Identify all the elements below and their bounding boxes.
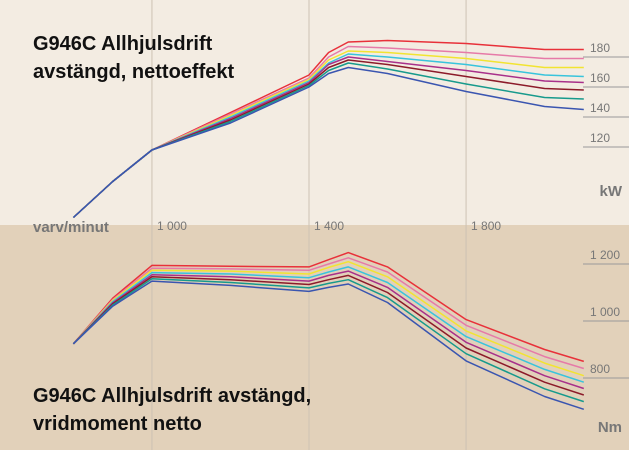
chart-title: G946C Allhjulsdrift <box>33 33 213 55</box>
data-line <box>72 260 585 377</box>
y-tick-label: 120 <box>590 131 610 145</box>
x-tick-label: 1 800 <box>471 219 501 233</box>
data-line <box>72 274 585 396</box>
y-tick-label: 800 <box>590 362 610 376</box>
data-line <box>72 280 585 411</box>
y-tick-label: 160 <box>590 71 610 85</box>
chart-title: G946C Allhjulsdrift avstängd, <box>33 385 311 407</box>
y-tick-label: 1 200 <box>590 248 620 262</box>
chart-title: avstängd, nettoeffekt <box>33 61 234 83</box>
data-line <box>72 278 585 403</box>
y-axis-label: Nm <box>598 419 622 436</box>
bottom-panel <box>0 225 629 450</box>
y-tick-label: 1 000 <box>590 305 620 319</box>
x-tick-label: 1 000 <box>157 219 187 233</box>
data-line <box>72 266 585 383</box>
y-tick-label: 140 <box>590 101 610 115</box>
y-tick-label: 180 <box>590 41 610 55</box>
lines <box>72 39 585 411</box>
data-line <box>72 251 585 363</box>
data-line <box>72 66 584 219</box>
grid <box>151 0 629 450</box>
x-tick-label: 1 400 <box>314 219 344 233</box>
chart-title: vridmoment netto <box>33 413 202 435</box>
x-axis-label: varv/minut <box>33 219 109 236</box>
top-panel <box>0 0 629 225</box>
data-line <box>72 257 585 370</box>
data-line <box>72 270 585 390</box>
y-axis-label: kW <box>600 183 623 200</box>
